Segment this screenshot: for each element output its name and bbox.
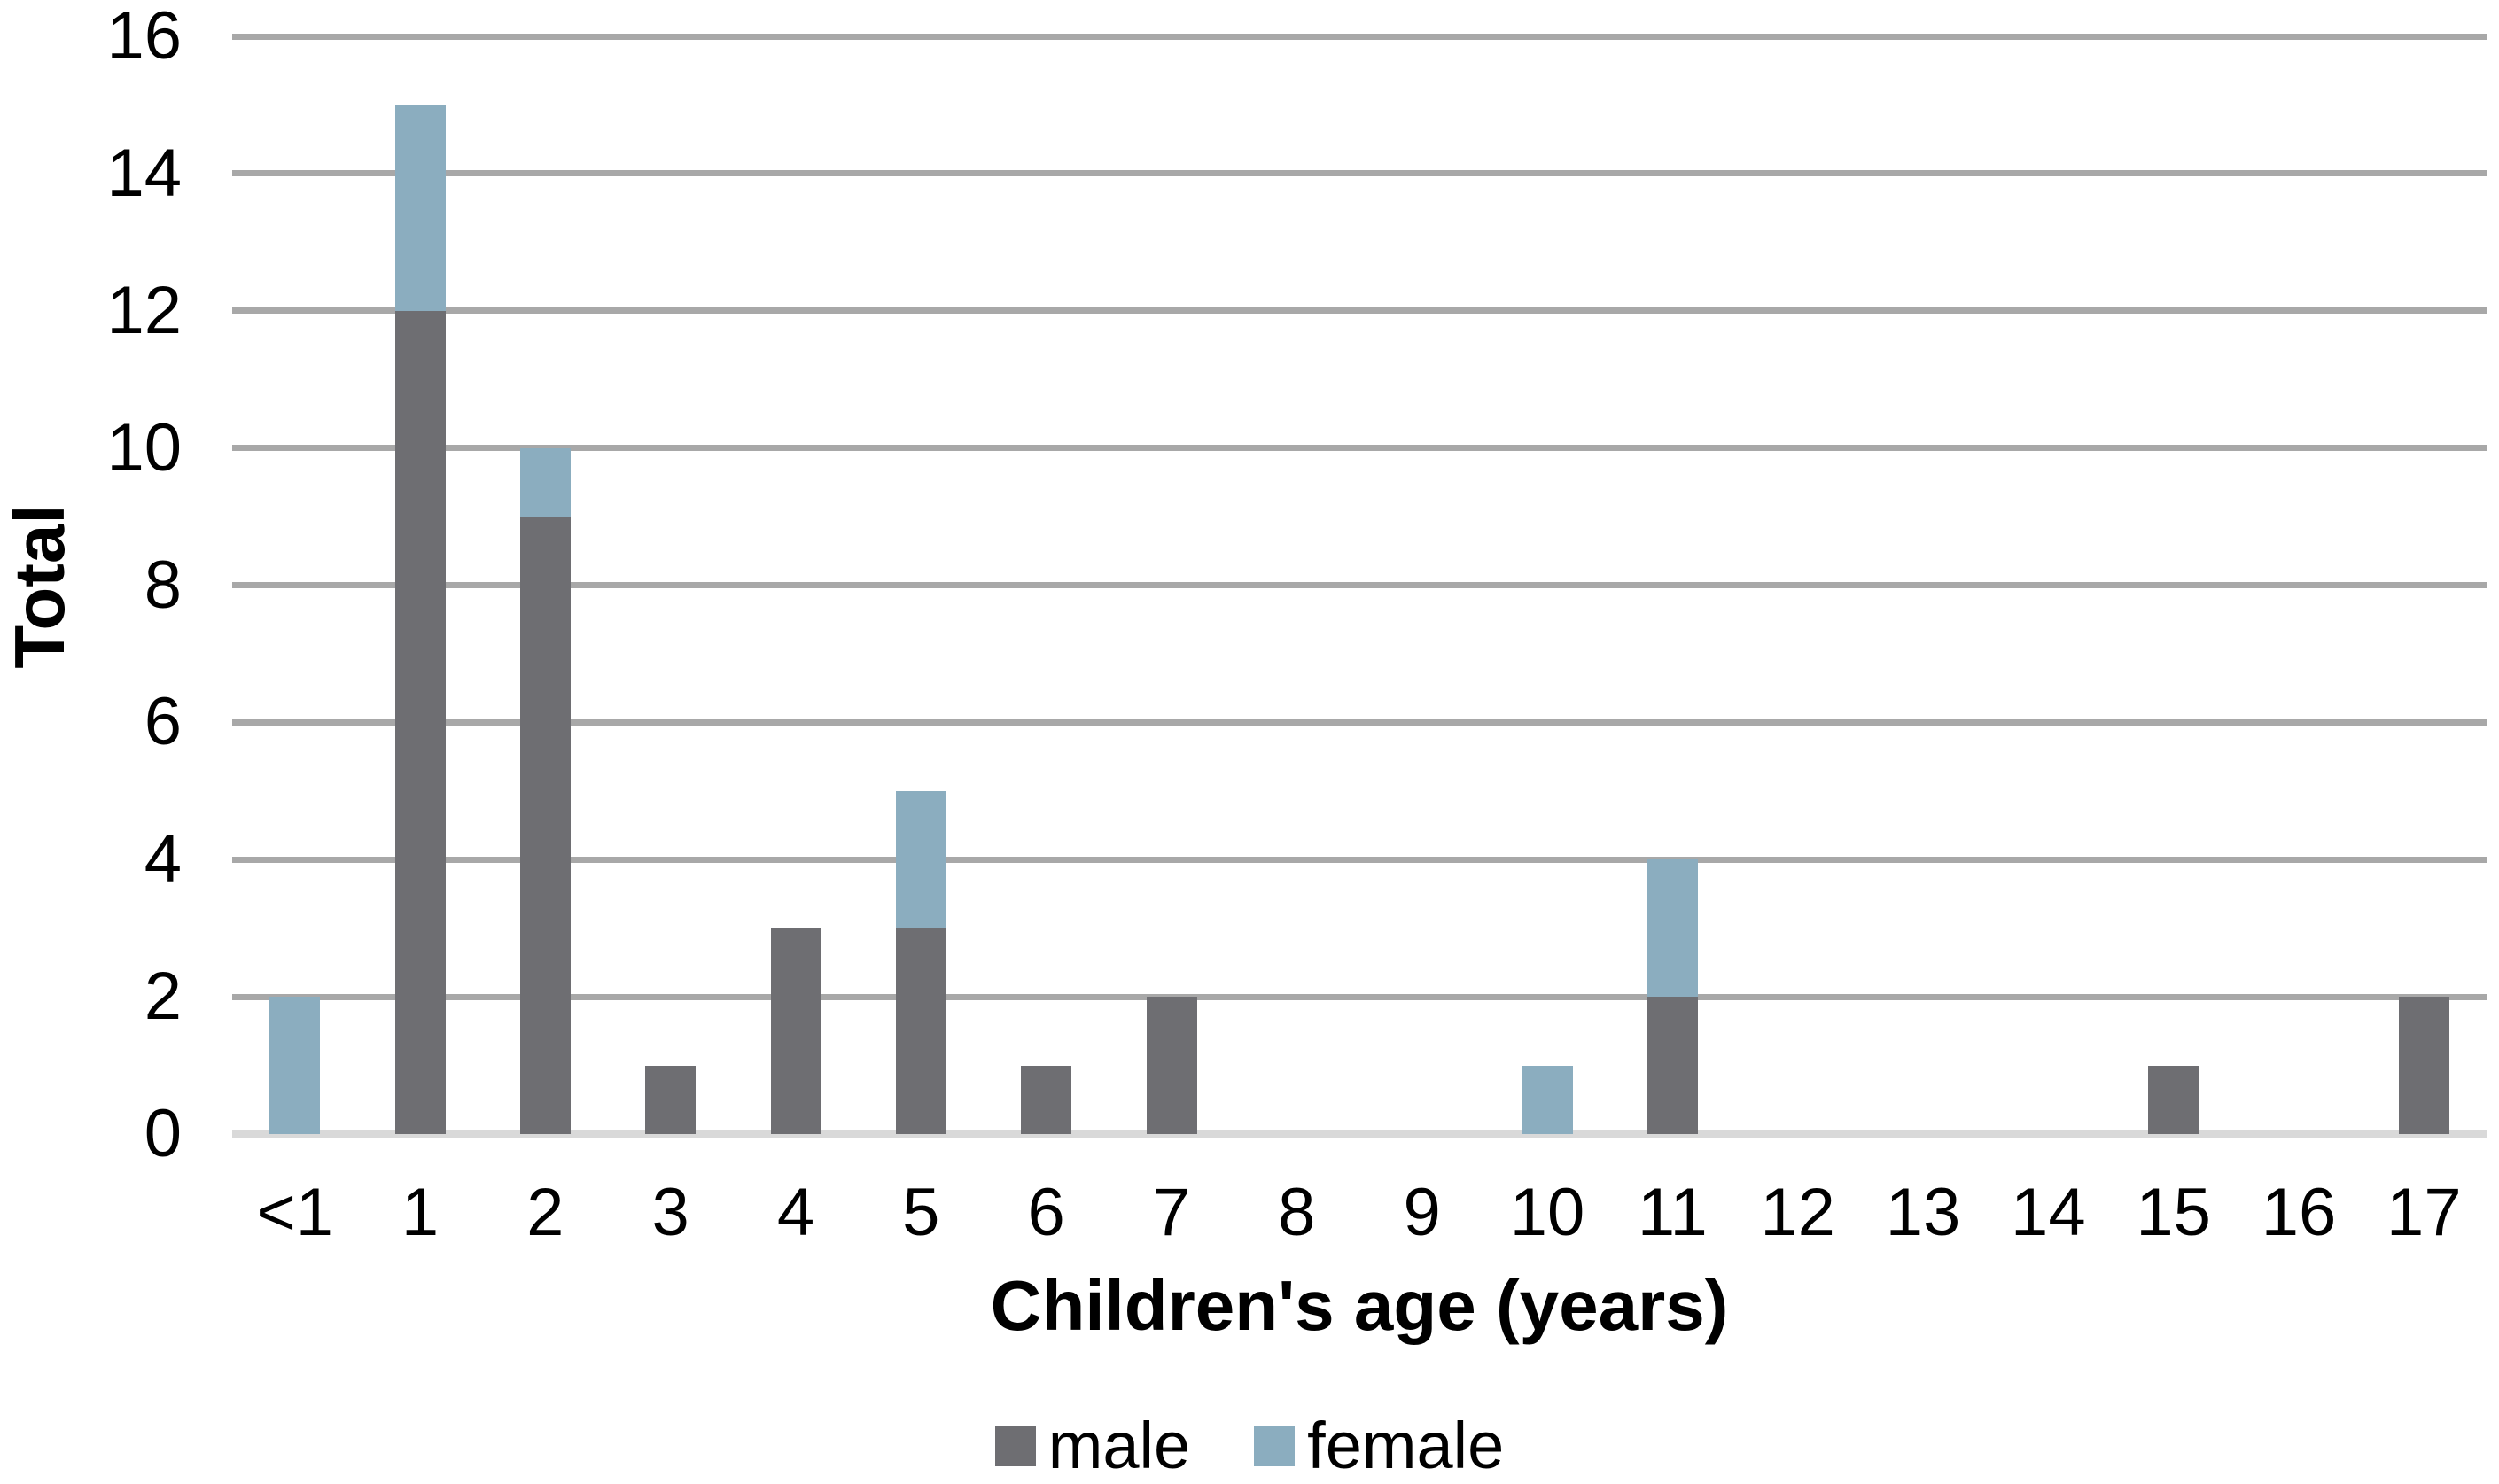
- bar-male-age-1: [394, 310, 446, 1134]
- y-tick-label-10: 10: [106, 409, 182, 486]
- x-tick-label-15: 15: [2136, 1175, 2211, 1250]
- y-tick-label-16: 16: [106, 0, 182, 74]
- bar-male-age-11: [1647, 997, 1698, 1134]
- gridline-y-4: [232, 856, 2487, 863]
- y-tick-label-2: 2: [144, 959, 182, 1035]
- bar-female-age-11: [1647, 859, 1698, 998]
- x-tick-label-9: 9: [1403, 1175, 1441, 1250]
- bar-male-age-3: [645, 1065, 697, 1134]
- y-tick-label-0: 0: [144, 1096, 182, 1171]
- bar-male-age-6: [1021, 1065, 1072, 1134]
- bar-male-age-7: [1146, 997, 1197, 1134]
- x-tick-label-1: 1: [401, 1175, 440, 1250]
- legend-label-male: male: [1047, 1409, 1191, 1482]
- legend-swatch-male: [994, 1426, 1036, 1466]
- plot-area: [232, 33, 2487, 1138]
- gridline-y-12: [232, 307, 2487, 315]
- x-tick-label-10: 10: [1509, 1175, 1585, 1250]
- legend: male female: [0, 1409, 2499, 1483]
- x-tick-label-16: 16: [2261, 1175, 2337, 1250]
- bar-female-age-2: [519, 447, 571, 517]
- y-tick-label-14: 14: [106, 135, 182, 211]
- x-tick-label-11: 11: [1637, 1175, 1708, 1250]
- x-tick-label-14: 14: [2011, 1175, 2086, 1250]
- x-tick-label-4: 4: [776, 1175, 815, 1250]
- gridline-y-10: [232, 445, 2487, 452]
- bar-male-age-2: [519, 517, 571, 1134]
- x-axis-title: Children's age (years): [990, 1266, 1729, 1345]
- y-tick-label-4: 4: [144, 821, 182, 897]
- legend-label-female: female: [1307, 1409, 1505, 1482]
- x-tick-label-8: 8: [1278, 1175, 1316, 1250]
- bar-female-age-10: [1522, 1065, 1573, 1134]
- y-tick-label-8: 8: [144, 547, 182, 623]
- bar-male-age-15: [2148, 1065, 2199, 1134]
- gridline-y-8: [232, 582, 2487, 588]
- bar-female-age-5: [895, 790, 946, 928]
- x-tick-label-17: 17: [2386, 1175, 2462, 1250]
- x-axis-line: [232, 1130, 2487, 1138]
- x-tick-label-13: 13: [1885, 1175, 1961, 1250]
- bar-male-age-4: [770, 928, 821, 1134]
- x-tick-label-12: 12: [1760, 1175, 1835, 1250]
- y-tick-label-6: 6: [144, 684, 182, 760]
- gridline-y-2: [232, 993, 2487, 1000]
- x-tick-label-3: 3: [651, 1175, 689, 1250]
- legend-item-female: female: [1254, 1409, 1504, 1483]
- x-tick-label-<1: <1: [256, 1175, 333, 1250]
- gridline-y-16: [232, 33, 2487, 40]
- y-tick-label-12: 12: [106, 272, 182, 348]
- bar-male-age-5: [895, 928, 946, 1134]
- gridline-y-14: [232, 170, 2487, 177]
- x-tick-label-5: 5: [902, 1175, 940, 1250]
- x-tick-label-7: 7: [1152, 1175, 1191, 1250]
- bar-female-age-1: [394, 105, 446, 311]
- legend-item-male: male: [994, 1409, 1191, 1483]
- legend-swatch-female: [1254, 1426, 1296, 1466]
- x-tick-label-6: 6: [1027, 1175, 1065, 1250]
- x-tick-label-2: 2: [526, 1175, 564, 1250]
- bar-male-age-17: [2398, 997, 2449, 1134]
- gridline-y-6: [232, 719, 2487, 726]
- bar-female-age-<1: [269, 997, 321, 1134]
